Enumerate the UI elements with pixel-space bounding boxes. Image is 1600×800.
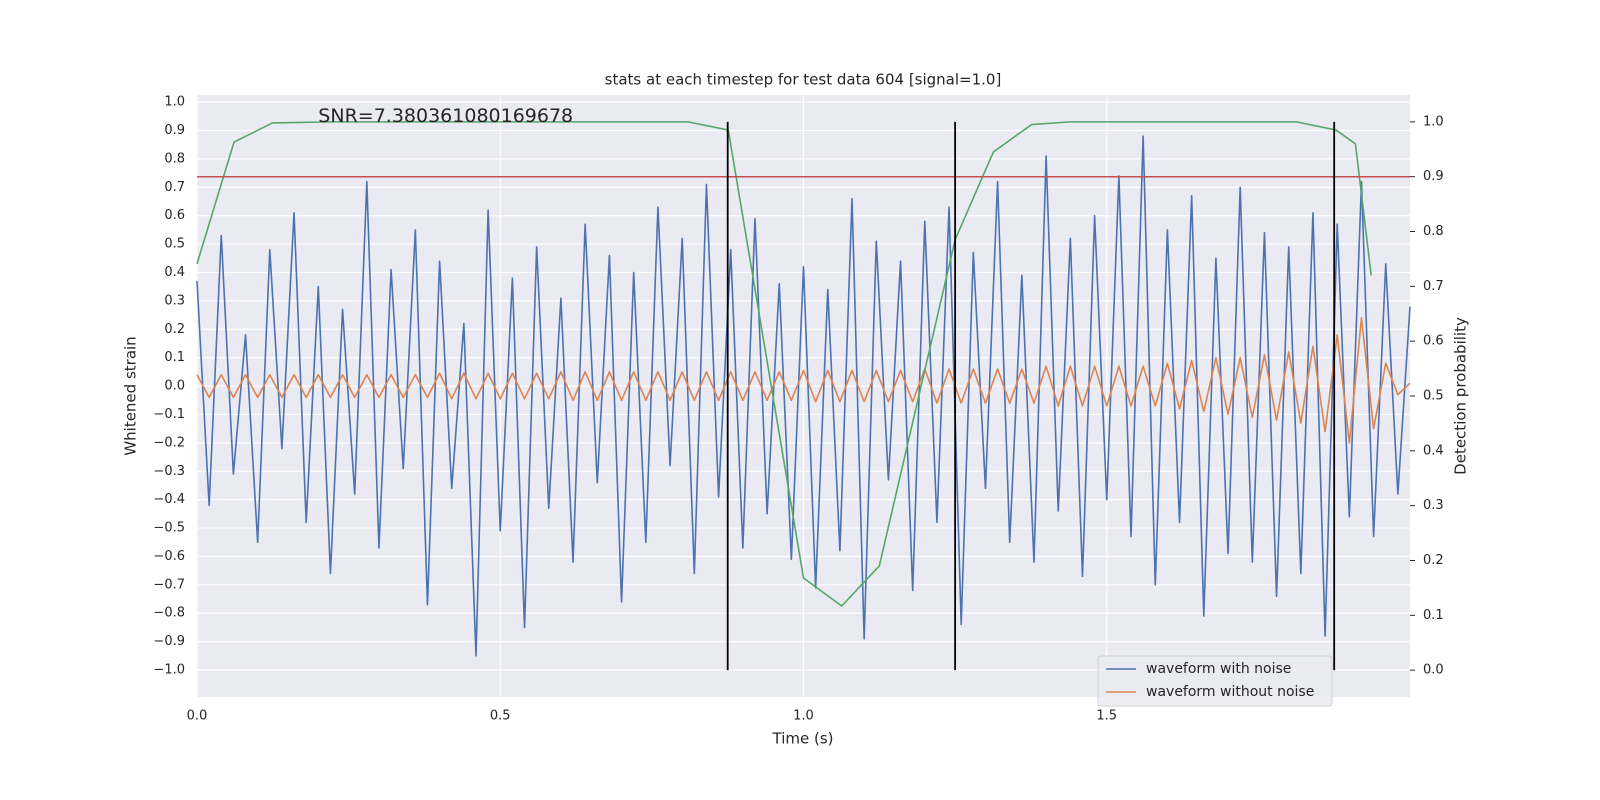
y-axis-label: Whitened strain <box>122 336 140 455</box>
y-tick-label: 1.0 <box>164 95 185 110</box>
y2-tick-label: 0.2 <box>1423 553 1444 568</box>
legend-label: waveform without noise <box>1146 684 1314 700</box>
y-tick-label: −0.5 <box>153 521 185 536</box>
y-tick-label: 0.3 <box>164 293 185 308</box>
y-tick-label: 0.9 <box>164 123 185 138</box>
y2-tick-label: 0.7 <box>1423 279 1444 294</box>
y-tick-label: 0.2 <box>164 322 185 337</box>
y-tick-label: −0.4 <box>153 492 185 507</box>
x-tick-label: 0.0 <box>187 709 208 724</box>
series-line <box>196 121 1372 607</box>
y-tick-label: −0.6 <box>153 549 185 564</box>
y2-tick-label: 0.3 <box>1423 498 1444 513</box>
y-tick-label: 0.4 <box>164 265 185 280</box>
legend-box <box>1097 655 1333 707</box>
legend: waveform with noise waveform without nois… <box>1097 655 1333 707</box>
series-line <box>196 317 1411 444</box>
y2-axis-label: Detection probability <box>1452 317 1470 475</box>
y2-tick-label: 0.1 <box>1423 608 1444 623</box>
y-tick-label: 0.8 <box>164 151 185 166</box>
y2-tick-label: 0.0 <box>1423 663 1444 678</box>
y-tick-label: 0.1 <box>164 350 185 365</box>
legend-label: waveform with noise <box>1146 661 1291 677</box>
x-tick-label: 0.5 <box>490 709 511 724</box>
y-tick-label: −0.8 <box>153 606 185 621</box>
y-tick-label: 0.5 <box>164 237 185 252</box>
y-tick-label: −0.1 <box>153 407 185 422</box>
y-tick-label: 0.7 <box>164 180 185 195</box>
y-tick-label: −0.7 <box>153 577 185 592</box>
y-tick-label: −0.3 <box>153 464 185 479</box>
y2-tick-label: 0.8 <box>1423 224 1444 239</box>
y2-tick-label: 0.5 <box>1423 389 1444 404</box>
y-tick-label: −0.2 <box>153 435 185 450</box>
y-tick-label: 0.0 <box>164 379 185 394</box>
y-tick-label: −0.9 <box>153 634 185 649</box>
y2-tick-label: 0.6 <box>1423 334 1444 349</box>
y2-tick-label: 0.4 <box>1423 443 1444 458</box>
x-tick-label: 1.5 <box>1096 709 1117 724</box>
series-line <box>196 135 1411 657</box>
x-tick-label: 1.0 <box>793 709 814 724</box>
chart-title: stats at each timestep for test data 604… <box>605 71 1002 89</box>
marks <box>196 121 1411 671</box>
x-axis-label: Time (s) <box>772 730 834 748</box>
y2-tick-label: 1.0 <box>1423 114 1444 129</box>
annotation: SNR=7.380361080169678 <box>318 105 573 127</box>
y2-tick-label: 0.9 <box>1423 169 1444 184</box>
y-tick-label: −1.0 <box>153 663 185 678</box>
y-tick-label: 0.6 <box>164 208 185 223</box>
